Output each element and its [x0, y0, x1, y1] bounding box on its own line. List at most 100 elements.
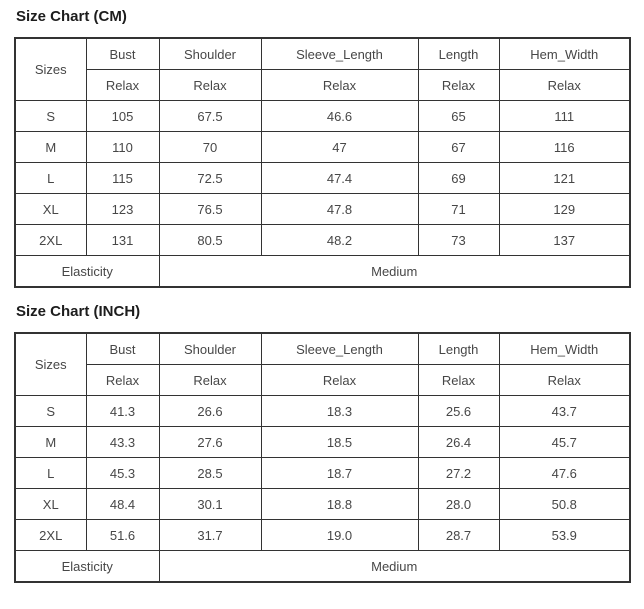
- table-row-2xl: 2XL 131 80.5 48.2 73 137: [14, 224, 631, 256]
- data-cell: 73: [417, 224, 500, 256]
- column-header-length: Length: [417, 332, 500, 365]
- data-cell: 27.6: [158, 426, 262, 458]
- sizes-header-cell: Sizes: [14, 332, 87, 396]
- elasticity-value-cell: Medium: [158, 255, 631, 288]
- data-cell: 111: [498, 100, 631, 132]
- size-cell: S: [14, 395, 87, 427]
- fit-type-cell: Relax: [158, 364, 262, 396]
- fit-type-cell: Relax: [417, 69, 500, 101]
- table-row-xl: XL 48.4 30.1 18.8 28.0 50.8: [14, 488, 631, 520]
- data-cell: 18.5: [260, 426, 419, 458]
- elasticity-row: Elasticity Medium: [14, 255, 631, 288]
- fit-type-cell: Relax: [85, 364, 160, 396]
- data-cell: 47.6: [498, 457, 631, 489]
- fit-type-row: Relax Relax Relax Relax Relax: [15, 364, 631, 396]
- column-header-bust: Bust: [85, 332, 160, 365]
- data-cell: 19.0: [260, 519, 419, 551]
- size-cell: L: [14, 162, 87, 194]
- data-cell: 116: [498, 131, 631, 163]
- fit-type-row: Relax Relax Relax Relax Relax: [15, 69, 631, 101]
- table-row-m: M 110 70 47 67 116: [14, 131, 631, 163]
- data-cell: 48.4: [85, 488, 160, 520]
- size-cell: S: [14, 100, 87, 132]
- data-cell: 47: [260, 131, 419, 163]
- size-chart-inch-table: Sizes Bust Shoulder Sleeve_Length Length…: [14, 332, 631, 583]
- data-cell: 65: [417, 100, 500, 132]
- column-header-hem-width: Hem_Width: [498, 37, 631, 70]
- data-cell: 110: [85, 131, 160, 163]
- size-cell: XL: [14, 488, 87, 520]
- header-row: Sizes Bust Shoulder Sleeve_Length Length…: [14, 332, 631, 396]
- data-cell: 129: [498, 193, 631, 225]
- data-cell: 28.5: [158, 457, 262, 489]
- data-cell: 25.6: [417, 395, 500, 427]
- data-cell: 67: [417, 131, 500, 163]
- fit-type-cell: Relax: [158, 69, 262, 101]
- data-cell: 31.7: [158, 519, 262, 551]
- column-header-hem-width: Hem_Width: [498, 332, 631, 365]
- data-cell: 70: [158, 131, 262, 163]
- fit-type-cell: Relax: [498, 69, 631, 101]
- data-cell: 28.0: [417, 488, 500, 520]
- elasticity-label-cell: Elasticity: [14, 550, 160, 583]
- data-cell: 45.7: [498, 426, 631, 458]
- data-cell: 80.5: [158, 224, 262, 256]
- size-chart-inch-title: Size Chart (INCH): [16, 303, 141, 320]
- table-row-s: S 105 67.5 46.6 65 111: [14, 100, 631, 132]
- size-cell: 2XL: [14, 224, 87, 256]
- size-cell: XL: [14, 193, 87, 225]
- data-cell: 47.8: [260, 193, 419, 225]
- table-row-l: L 115 72.5 47.4 69 121: [14, 162, 631, 194]
- size-cell: 2XL: [14, 519, 87, 551]
- data-cell: 121: [498, 162, 631, 194]
- table-row-l: L 45.3 28.5 18.7 27.2 47.6: [14, 457, 631, 489]
- data-cell: 71: [417, 193, 500, 225]
- table-row-xl: XL 123 76.5 47.8 71 129: [14, 193, 631, 225]
- data-cell: 76.5: [158, 193, 262, 225]
- data-cell: 30.1: [158, 488, 262, 520]
- data-cell: 18.3: [260, 395, 419, 427]
- size-cell: M: [14, 131, 87, 163]
- table-row-s: S 41.3 26.6 18.3 25.6 43.7: [14, 395, 631, 427]
- elasticity-label-cell: Elasticity: [14, 255, 160, 288]
- data-cell: 105: [85, 100, 160, 132]
- elasticity-value-cell: Medium: [158, 550, 631, 583]
- size-chart-cm-table: Sizes Bust Shoulder Sleeve_Length Length…: [14, 37, 631, 288]
- data-cell: 46.6: [260, 100, 419, 132]
- table-row-2xl: 2XL 51.6 31.7 19.0 28.7 53.9: [14, 519, 631, 551]
- fit-type-cell: Relax: [498, 364, 631, 396]
- data-cell: 137: [498, 224, 631, 256]
- data-cell: 27.2: [417, 457, 500, 489]
- column-header-sleeve-length: Sleeve_Length: [260, 37, 419, 70]
- data-cell: 26.4: [417, 426, 500, 458]
- data-cell: 69: [417, 162, 500, 194]
- data-cell: 47.4: [260, 162, 419, 194]
- data-cell: 131: [85, 224, 160, 256]
- data-cell: 67.5: [158, 100, 262, 132]
- data-cell: 18.7: [260, 457, 419, 489]
- column-header-shoulder: Shoulder: [158, 332, 262, 365]
- column-header-sleeve-length: Sleeve_Length: [260, 332, 419, 365]
- elasticity-row: Elasticity Medium: [14, 550, 631, 583]
- data-cell: 53.9: [498, 519, 631, 551]
- data-cell: 26.6: [158, 395, 262, 427]
- column-header-bust: Bust: [85, 37, 160, 70]
- data-cell: 45.3: [85, 457, 160, 489]
- data-cell: 51.6: [85, 519, 160, 551]
- table-row-m: M 43.3 27.6 18.5 26.4 45.7: [14, 426, 631, 458]
- column-header-shoulder: Shoulder: [158, 37, 262, 70]
- data-cell: 123: [85, 193, 160, 225]
- column-header-length: Length: [417, 37, 500, 70]
- data-cell: 43.7: [498, 395, 631, 427]
- fit-type-cell: Relax: [260, 69, 419, 101]
- data-cell: 115: [85, 162, 160, 194]
- data-cell: 48.2: [260, 224, 419, 256]
- fit-type-cell: Relax: [417, 364, 500, 396]
- size-cell: M: [14, 426, 87, 458]
- fit-type-cell: Relax: [85, 69, 160, 101]
- data-cell: 41.3: [85, 395, 160, 427]
- data-cell: 43.3: [85, 426, 160, 458]
- data-cell: 28.7: [417, 519, 500, 551]
- header-row: Sizes Bust Shoulder Sleeve_Length Length…: [14, 37, 631, 101]
